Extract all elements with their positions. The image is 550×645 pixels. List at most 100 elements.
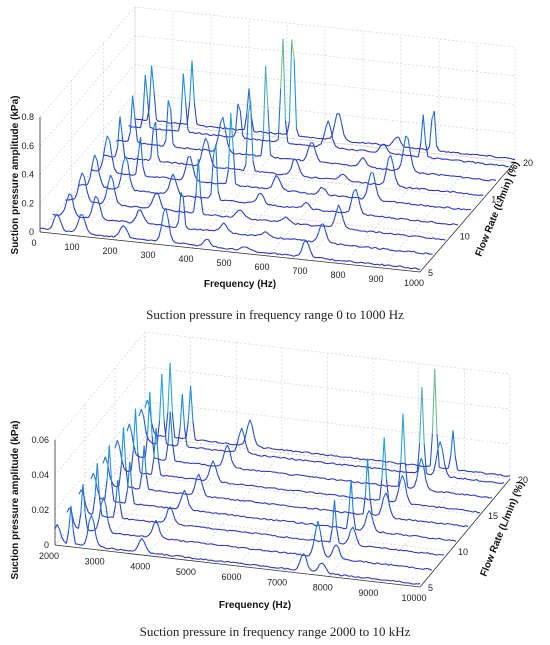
series-segment xyxy=(84,514,89,529)
series-segment xyxy=(431,368,436,435)
series-segment xyxy=(386,168,390,171)
series-segment xyxy=(88,197,92,203)
series-segment xyxy=(121,533,125,536)
series-segment xyxy=(273,455,277,458)
series-segment xyxy=(261,187,265,189)
series-segment xyxy=(244,500,247,502)
series-segment xyxy=(241,201,245,204)
series-segment xyxy=(284,536,287,539)
series-segment xyxy=(220,199,224,202)
series-segment xyxy=(79,172,83,181)
series-segment xyxy=(253,130,257,133)
series-segment xyxy=(320,137,324,145)
series-segment xyxy=(414,187,417,190)
series-segment xyxy=(386,460,390,463)
series-segment xyxy=(65,530,70,544)
series-segment xyxy=(480,194,484,197)
series-segment xyxy=(96,159,100,175)
series-segment xyxy=(312,225,315,227)
series-segment xyxy=(297,553,300,556)
series-segment xyxy=(227,247,231,250)
series-segment xyxy=(380,497,385,508)
series-segment xyxy=(397,481,401,493)
series-segment xyxy=(140,503,144,506)
series-segment xyxy=(172,507,176,510)
series-segment xyxy=(434,157,438,160)
series-segment xyxy=(242,164,247,171)
series-segment xyxy=(462,477,466,480)
series-segment xyxy=(343,541,347,545)
series-segment xyxy=(419,220,423,223)
series-segment xyxy=(307,475,310,478)
series-segment xyxy=(225,513,229,516)
series-segment xyxy=(288,219,292,222)
x-tick-label: 100 xyxy=(64,242,79,252)
series-segment xyxy=(491,163,495,166)
series-segment xyxy=(170,173,174,181)
series-segment xyxy=(273,236,277,239)
series-segment xyxy=(310,207,314,211)
series-segment xyxy=(311,523,315,526)
series-segment xyxy=(370,172,374,174)
series-segment xyxy=(349,511,352,514)
series-segment xyxy=(324,493,328,496)
series-segment xyxy=(160,192,164,194)
series-segment xyxy=(112,179,116,193)
y-tick-label: 5 xyxy=(428,268,433,278)
series-segment xyxy=(101,182,105,188)
series-segment xyxy=(476,479,480,482)
series-segment xyxy=(299,451,303,454)
series-segment xyxy=(390,579,393,582)
series-segment xyxy=(142,75,146,117)
series-segment xyxy=(200,558,204,561)
series-segment xyxy=(357,481,360,484)
series-segment xyxy=(415,519,419,522)
series-segment xyxy=(282,38,286,121)
series-segment xyxy=(145,175,148,178)
series-segment xyxy=(287,567,291,570)
series-segment xyxy=(204,463,208,466)
series-segment xyxy=(409,487,413,489)
series-segment xyxy=(210,243,214,247)
series-segment xyxy=(133,158,137,161)
series-segment xyxy=(86,189,90,199)
y-tick-label: 15 xyxy=(488,511,498,521)
series-segment xyxy=(167,100,172,109)
series-segment xyxy=(463,208,467,211)
series-segment xyxy=(258,192,262,195)
series-segment xyxy=(386,216,390,219)
series-segment xyxy=(369,496,373,515)
series-segment xyxy=(173,129,177,132)
series-segment xyxy=(402,186,406,189)
series-segment xyxy=(220,126,224,130)
series-segment xyxy=(373,246,376,249)
series-segment xyxy=(378,507,382,515)
series-segment xyxy=(335,176,339,180)
series-segment xyxy=(166,176,170,180)
series-segment xyxy=(465,160,469,163)
series-segment xyxy=(296,506,300,509)
series-segment xyxy=(383,437,388,480)
series-segment xyxy=(405,266,409,269)
series-segment xyxy=(214,466,219,475)
series-segment xyxy=(308,451,312,455)
series-segment xyxy=(453,223,456,226)
series-segment xyxy=(305,459,308,462)
series-segment xyxy=(200,480,204,489)
series-segment xyxy=(413,567,417,570)
series-segment xyxy=(298,556,302,564)
series-segment xyxy=(481,179,485,181)
series-segment xyxy=(277,177,282,184)
series-segment xyxy=(161,373,165,421)
series-segment xyxy=(237,103,241,112)
series-segment xyxy=(184,147,188,150)
series-segment xyxy=(433,111,438,146)
series-segment xyxy=(247,185,250,188)
series-segment xyxy=(144,190,148,193)
series-segment xyxy=(261,231,265,235)
series-segment xyxy=(226,481,230,485)
series-segment xyxy=(228,229,232,232)
series-segment xyxy=(347,178,351,182)
series-segment xyxy=(323,564,327,570)
series-segment xyxy=(134,408,139,453)
